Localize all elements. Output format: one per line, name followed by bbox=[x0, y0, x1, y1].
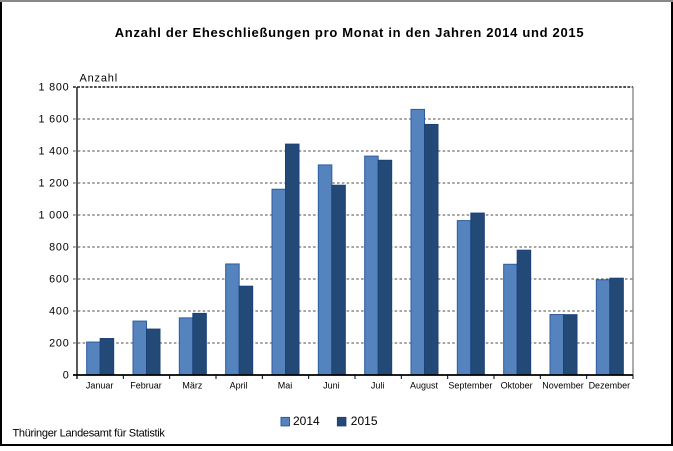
svg-text:1 800: 1 800 bbox=[38, 82, 69, 94]
svg-text:August: August bbox=[410, 380, 439, 390]
svg-text:600: 600 bbox=[49, 274, 69, 286]
svg-text:2014: 2014 bbox=[293, 414, 320, 428]
svg-text:Juni: Juni bbox=[323, 380, 340, 390]
svg-text:1 400: 1 400 bbox=[38, 146, 69, 158]
svg-text:Februar: Februar bbox=[130, 380, 162, 390]
svg-text:Oktober: Oktober bbox=[501, 380, 533, 390]
svg-text:Thüringer Landesamt für Statis: Thüringer Landesamt für Statistik bbox=[13, 428, 166, 440]
svg-text:Januar: Januar bbox=[86, 380, 114, 390]
svg-text:Juli: Juli bbox=[371, 380, 385, 390]
svg-text:400: 400 bbox=[49, 306, 69, 318]
svg-text:November: November bbox=[542, 380, 584, 390]
svg-text:2015: 2015 bbox=[351, 414, 378, 428]
svg-text:1 200: 1 200 bbox=[38, 178, 69, 190]
svg-text:Mai: Mai bbox=[278, 380, 293, 390]
svg-text:200: 200 bbox=[49, 338, 69, 350]
svg-text:0: 0 bbox=[63, 370, 70, 382]
svg-text:Dezember: Dezember bbox=[589, 380, 631, 390]
svg-text:1 000: 1 000 bbox=[38, 210, 69, 222]
svg-text:März: März bbox=[182, 380, 202, 390]
svg-text:September: September bbox=[448, 380, 492, 390]
svg-text:800: 800 bbox=[49, 242, 69, 254]
svg-text:April: April bbox=[230, 380, 248, 390]
svg-text:Anzahl der Eheschließungen pro: Anzahl der Eheschließungen pro Monat in … bbox=[115, 25, 585, 40]
svg-text:1 600: 1 600 bbox=[38, 114, 69, 126]
svg-text:Anzahl: Anzahl bbox=[80, 72, 118, 84]
